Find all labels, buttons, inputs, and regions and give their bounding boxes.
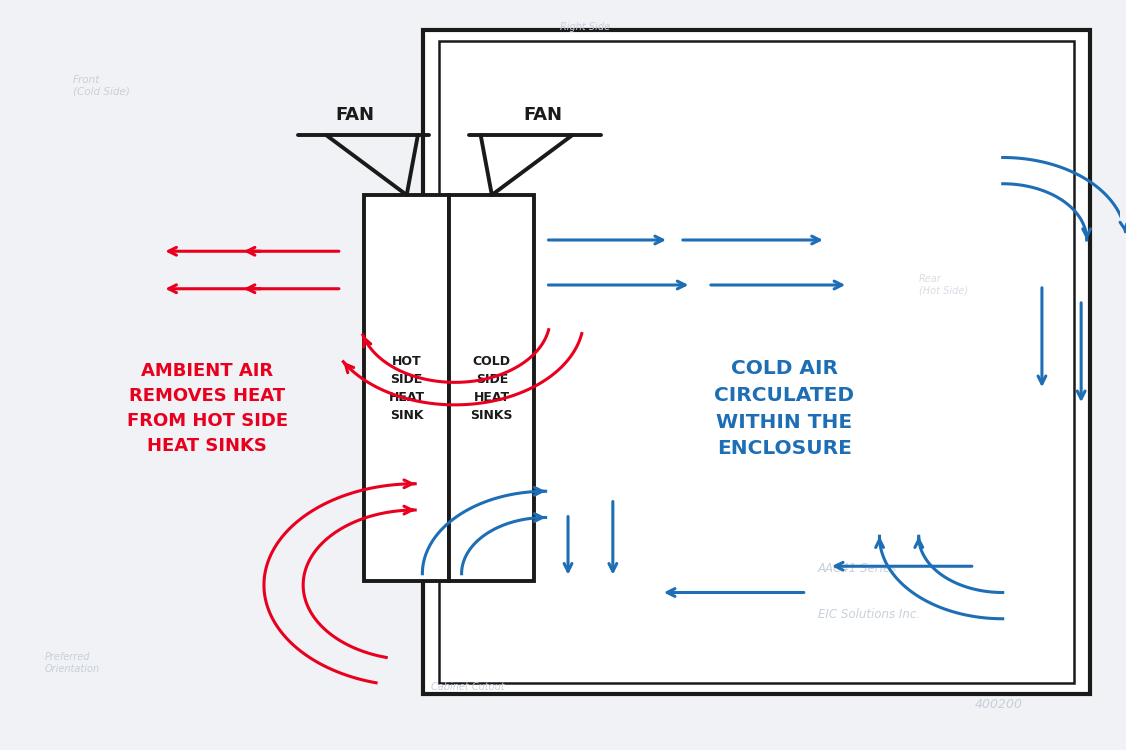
Text: HOT
SIDE
HEAT
SINK: HOT SIDE HEAT SINK [388, 355, 425, 422]
Bar [449, 195, 535, 581]
Bar [423, 30, 1090, 694]
Text: 400200: 400200 [975, 698, 1022, 710]
Text: EIC Solutions Inc.: EIC Solutions Inc. [817, 608, 920, 620]
Text: AAC41 Series: AAC41 Series [817, 562, 897, 575]
Text: COLD AIR
CIRCULATED
WITHIN THE
ENCLOSURE: COLD AIR CIRCULATED WITHIN THE ENCLOSURE [714, 359, 855, 458]
Text: Preferred
Orientation: Preferred Orientation [45, 652, 100, 674]
Text: Front
(Cold Side): Front (Cold Side) [73, 75, 129, 97]
Bar [364, 195, 449, 581]
Bar [439, 40, 1074, 683]
Text: AMBIENT AIR
REMOVES HEAT
FROM HOT SIDE
HEAT SINKS: AMBIENT AIR REMOVES HEAT FROM HOT SIDE H… [127, 362, 288, 455]
Text: Rear
(Hot Side): Rear (Hot Side) [919, 274, 968, 296]
Text: COLD
SIDE
HEAT
SINKS: COLD SIDE HEAT SINKS [471, 355, 513, 422]
Text: FAN: FAN [336, 106, 375, 124]
Text: Cabinet Cutout: Cabinet Cutout [431, 682, 504, 692]
Text: FAN: FAN [524, 106, 563, 124]
Text: Right Side: Right Side [560, 22, 610, 32]
